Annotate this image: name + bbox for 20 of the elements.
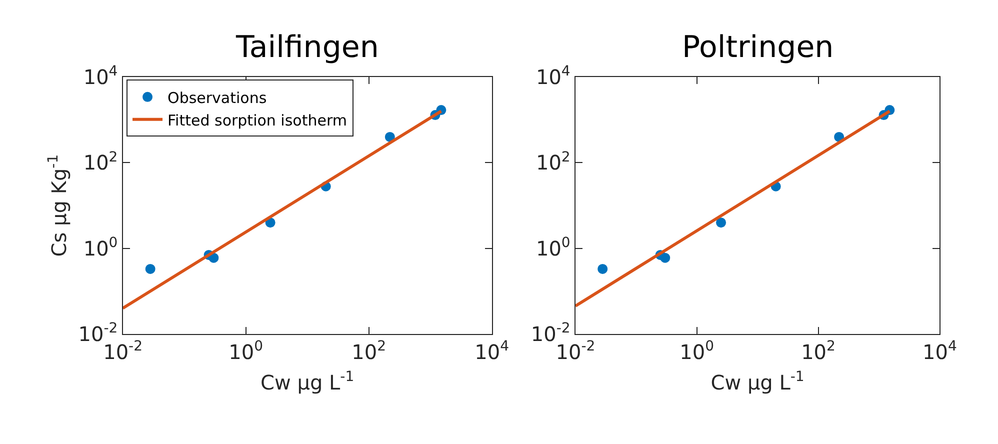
x-tick-label: 10$^{-2}$ — [103, 338, 143, 364]
y-tick-label: 10$^{2}$ — [83, 149, 118, 175]
legend-label: Fitted sorption isotherm — [168, 111, 347, 130]
x-tick-label: 10$^{0}$ — [228, 338, 264, 364]
y-tick-label: 10$^{0}$ — [83, 234, 118, 260]
x-tick-label: 10$^{4}$ — [922, 338, 957, 364]
x-tick-label: 10$^{2}$ — [352, 338, 386, 364]
y-tick-label: 10$^{4}$ — [83, 64, 118, 90]
y-tick-label: 10$^{0}$ — [536, 234, 570, 260]
x-axis-title: Cw μg L$^{-1}$ — [260, 369, 354, 395]
x-axis-title: Cw μg L$^{-1}$ — [710, 369, 804, 395]
x-tick-label: 10$^{-2}$ — [556, 338, 596, 364]
x-tick-label: 10$^{0}$ — [680, 338, 714, 364]
x-tick-label: 10$^{4}$ — [474, 338, 510, 364]
x-tick-label: 10$^{2}$ — [801, 338, 836, 364]
chart-title: Poltringen — [682, 30, 834, 65]
legend-label: Observations — [168, 88, 267, 107]
y-tick-label: 10$^{4}$ — [536, 64, 570, 90]
chart-title: Tailfingen — [235, 30, 379, 65]
y-tick-label: 10$^{2}$ — [536, 149, 570, 175]
